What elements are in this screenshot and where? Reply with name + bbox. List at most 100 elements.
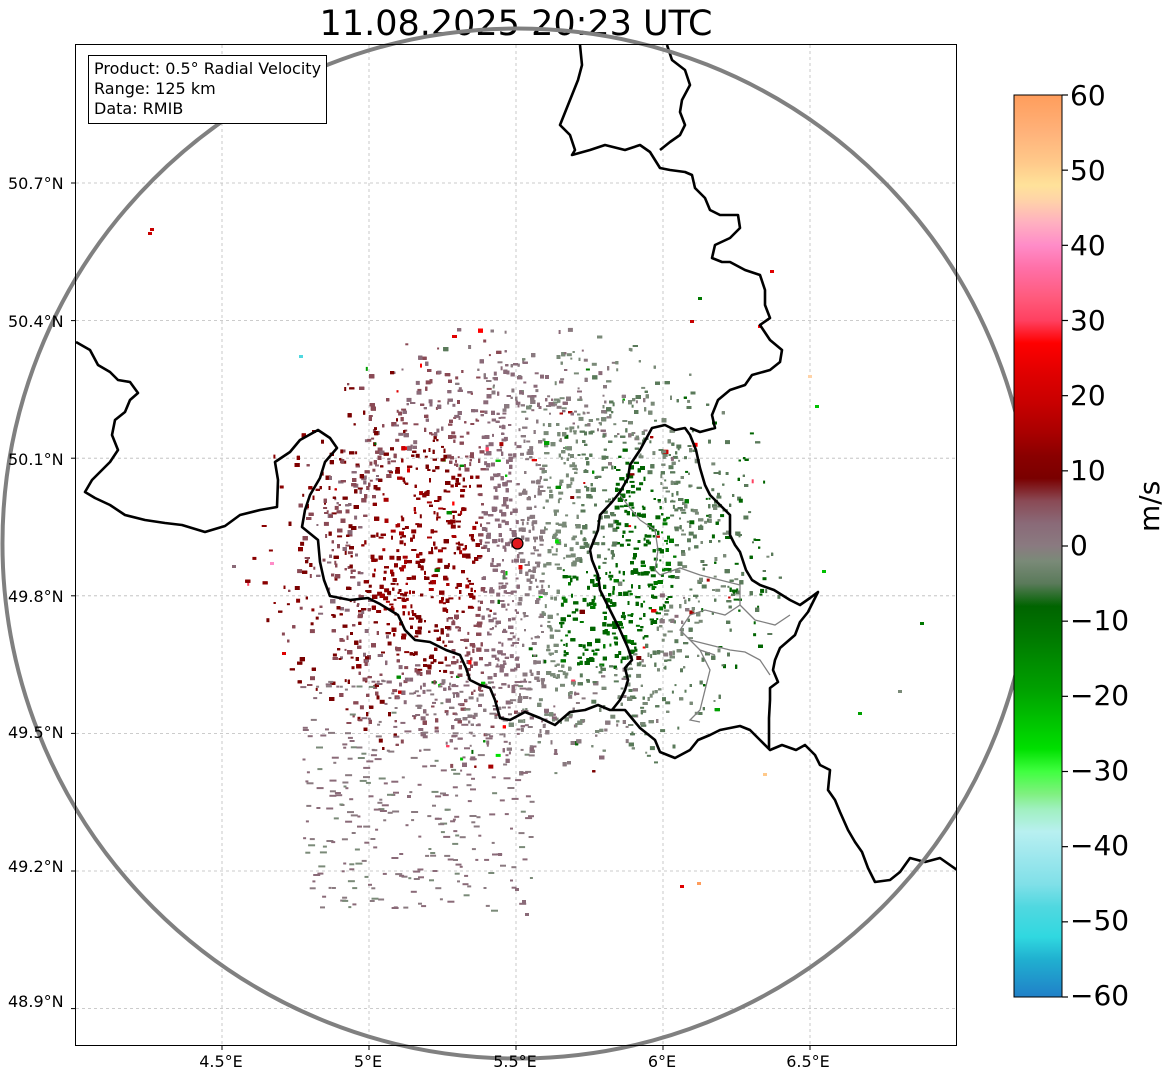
echo-gate [428, 588, 434, 591]
echo-gate [475, 613, 481, 617]
echo-gate [694, 511, 699, 515]
echo-gate [442, 640, 445, 644]
echo-gate [425, 380, 431, 385]
echo-gate [616, 522, 622, 526]
echo-gate [601, 542, 606, 546]
echo-gate [390, 582, 396, 585]
echo-gate [598, 371, 603, 376]
echo-gate [509, 654, 514, 659]
echo-gate [427, 536, 432, 539]
echo-gate [635, 400, 638, 404]
echo-gate [664, 539, 669, 542]
echo-gate [762, 577, 767, 581]
echo-gate [458, 415, 461, 420]
echo-gate [390, 529, 396, 533]
echo-gate [505, 608, 508, 611]
echo-gate [687, 399, 691, 403]
echo-gate [521, 410, 527, 413]
echo-gate [483, 377, 488, 380]
echo-gate [500, 446, 503, 449]
echo-gate [523, 719, 526, 723]
echo-gate [361, 610, 365, 614]
echo-gate [681, 511, 687, 514]
echo-gate [467, 631, 470, 635]
echo-gate [593, 574, 597, 577]
echo-gate [398, 665, 403, 670]
echo-gate [505, 542, 510, 547]
echo-gate [620, 687, 624, 690]
echo-gate [610, 714, 616, 719]
echo-gate [498, 585, 501, 590]
echo-gate [565, 473, 569, 478]
echo-gate [459, 435, 464, 438]
echo-gate [479, 539, 483, 543]
echo-gate [618, 651, 622, 655]
echo-gate [760, 588, 765, 593]
echo-gate [708, 497, 711, 500]
echo-gate [415, 630, 417, 635]
echo-gate [542, 423, 545, 427]
echo-gate [500, 571, 504, 573]
echo-gate [639, 617, 643, 620]
echo-gate [677, 726, 680, 730]
echo-gate [323, 521, 329, 526]
echo-gate [493, 495, 499, 500]
echo-gate [660, 573, 664, 577]
echo-gate [527, 570, 533, 573]
echo-gate [565, 634, 569, 637]
echo-gate [449, 682, 452, 686]
echo-gate [598, 422, 601, 424]
echo-gate [715, 588, 721, 592]
echo-gate [415, 380, 420, 385]
echo-gate [469, 484, 471, 488]
echo-gate [749, 432, 754, 435]
echo-gate [527, 561, 530, 565]
echo-gate [568, 692, 570, 697]
echo-gate [570, 357, 573, 360]
echo-gate [321, 439, 324, 444]
echo-gate [398, 411, 403, 416]
echo-gate [354, 515, 358, 520]
echo-gate [518, 527, 521, 532]
echo-gate [592, 530, 596, 534]
echo-gate [519, 693, 521, 698]
echo-gate [583, 537, 586, 540]
echo-gate [422, 558, 426, 562]
echo-gate [455, 586, 459, 589]
echo-gate [302, 493, 305, 497]
echo-gate [622, 579, 625, 582]
echo-gate [377, 447, 383, 452]
echo-gate [413, 423, 419, 426]
echo-gate [400, 536, 402, 539]
echo-gate [446, 609, 449, 613]
echo-gate [520, 618, 523, 621]
echo-gate [698, 619, 703, 623]
echo-gate [567, 630, 571, 634]
echo-gate [378, 536, 384, 539]
echo-gate [622, 441, 627, 444]
echo-gate [340, 449, 344, 454]
echo-gate [627, 590, 632, 593]
echo-gate [348, 524, 353, 529]
echo-gate [357, 571, 361, 575]
echo-gate [456, 659, 459, 664]
echo-gate [636, 662, 641, 667]
echo-gate [645, 751, 648, 754]
echo-gate [544, 708, 549, 713]
echo-gate [359, 705, 364, 710]
echo-gate [344, 608, 350, 612]
echo-gate [535, 463, 538, 467]
echo-gate [261, 525, 267, 527]
echo-gate [669, 604, 674, 609]
echo-gate [625, 739, 629, 744]
echo-gate [469, 744, 472, 747]
echo-gate [553, 705, 556, 708]
echo-gate [520, 727, 524, 732]
echo-gate [547, 620, 551, 623]
echo-gate [494, 518, 500, 522]
echo-gate [544, 526, 546, 531]
echo-gate [667, 659, 672, 662]
echo-gate [721, 664, 725, 667]
echo-gate [711, 488, 715, 492]
echo-gate [656, 618, 659, 620]
